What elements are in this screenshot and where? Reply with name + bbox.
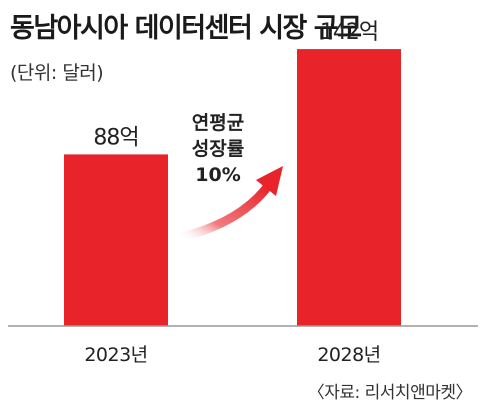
unit-label: (단위: 달러) [10, 62, 104, 84]
bar-2023년 [64, 154, 168, 326]
annotation-line: 연평균 [192, 112, 244, 134]
x-tick-label: 2023년 [84, 344, 147, 366]
data-label: 88억 [93, 125, 138, 150]
x-tick-label: 2028년 [317, 344, 380, 366]
annotation-line: 10% [195, 164, 240, 186]
bar-2028년 [297, 49, 401, 326]
annotation-line: 성장률 [192, 138, 244, 160]
chart-title: 동남아시아 데이터센터 시장 규모 [10, 13, 362, 44]
growth-annotation: 연평균 성장률 10% [192, 112, 244, 186]
data-label: 142억 [320, 20, 378, 45]
growth-arrow [173, 166, 283, 243]
source-note: 〈자료: 리서치앤마켓〉 [307, 383, 473, 403]
